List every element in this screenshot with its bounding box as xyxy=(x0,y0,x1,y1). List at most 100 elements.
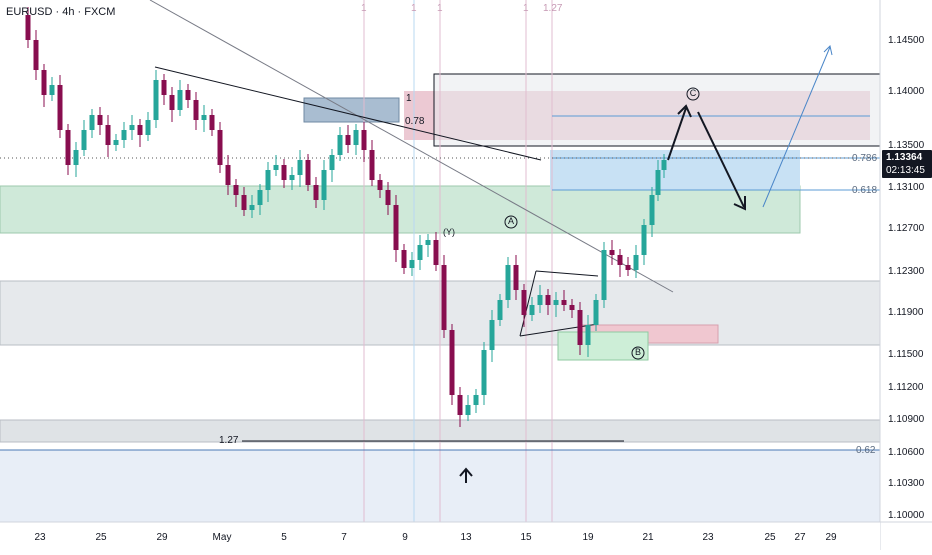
candle-body xyxy=(137,125,143,135)
vline-label-2: 1 xyxy=(411,3,417,14)
price-tick: 1.10600 xyxy=(888,447,925,458)
candle-body xyxy=(297,160,303,175)
candle-body xyxy=(153,80,159,120)
candle-body xyxy=(73,150,79,165)
fib-127-label: 1.27 xyxy=(219,435,239,446)
alternate-projection xyxy=(762,45,833,208)
time-tick: 23 xyxy=(34,532,46,543)
wedge-top-line xyxy=(535,270,599,277)
candle-body xyxy=(281,165,287,180)
time-tick: 7 xyxy=(341,532,347,543)
candle-body xyxy=(337,135,343,155)
upper-trendline xyxy=(154,66,542,161)
candle-body xyxy=(41,70,47,95)
candle-body xyxy=(393,205,399,250)
wave-a-label: A xyxy=(507,216,514,226)
time-tick: 5 xyxy=(281,532,287,543)
current-price-value: 1.13364 xyxy=(886,152,923,163)
candle-body xyxy=(369,150,375,180)
candle-body xyxy=(497,300,503,320)
price-tick: 1.12700 xyxy=(888,223,925,234)
candle-body xyxy=(465,405,471,415)
vline-label-1: 1 xyxy=(361,3,367,14)
candle-body xyxy=(49,85,55,95)
candle-body xyxy=(201,115,207,120)
candle-body xyxy=(81,130,87,150)
candle-body xyxy=(345,135,351,145)
symbol-title[interactable]: EURUSD · 4h · FXCM xyxy=(6,6,116,18)
time-tick: 25 xyxy=(764,532,776,543)
candle-body xyxy=(609,250,615,255)
candle-body xyxy=(433,240,439,265)
vline-label-5: 1.27 xyxy=(543,3,563,14)
candle-body xyxy=(241,195,247,210)
bar-countdown: 02:13:45 xyxy=(886,165,925,176)
candle-body xyxy=(513,265,519,290)
candle-body xyxy=(89,115,95,130)
fib-062-axis-label: 0.62 xyxy=(856,445,876,456)
projection-path xyxy=(667,104,746,211)
candle-body xyxy=(97,115,103,125)
candle-body xyxy=(561,300,567,305)
candle-body xyxy=(169,95,175,110)
candle-body xyxy=(161,80,167,95)
time-tick: 27 xyxy=(794,532,806,543)
candle-body xyxy=(289,175,295,180)
fib-786-axis-label: 0.786 xyxy=(852,153,878,164)
candle-body xyxy=(353,130,359,145)
candle-body xyxy=(505,265,511,300)
candle-body xyxy=(329,155,335,170)
candle-body xyxy=(249,205,255,210)
price-axis[interactable] xyxy=(880,0,932,522)
steel-resistance-box xyxy=(303,97,400,123)
candle-body xyxy=(57,85,63,130)
time-tick: 29 xyxy=(825,532,837,543)
up-arrow-icon xyxy=(459,467,473,483)
price-tick: 1.13100 xyxy=(888,182,925,193)
candle-body xyxy=(217,130,223,165)
candle-body xyxy=(65,130,71,165)
wedge-bottom-line xyxy=(519,323,599,337)
candle-body xyxy=(537,295,543,305)
time-axis[interactable] xyxy=(0,522,880,550)
candle-body xyxy=(225,165,231,185)
candle-body xyxy=(489,320,495,350)
fib-078-label: 0.78 xyxy=(405,116,425,127)
time-tick: 9 xyxy=(402,532,408,543)
current-price-badge xyxy=(882,150,932,178)
candle-body xyxy=(529,305,535,315)
candle-body xyxy=(617,255,623,265)
time-tick: 23 xyxy=(702,532,714,543)
wave-c-circle xyxy=(686,87,700,101)
candle-body xyxy=(633,255,639,270)
candle-body xyxy=(265,170,271,190)
blue-target-zone xyxy=(550,150,800,190)
candle-body xyxy=(305,160,311,185)
candle-body xyxy=(625,265,631,270)
time-tick-labels: 23 25 29 May 5 7 9 13 15 19 21 23 25 27 29 xyxy=(34,532,837,543)
descending-trendline xyxy=(149,0,674,293)
price-tick: 1.11900 xyxy=(888,307,924,318)
box-top-label: 1 xyxy=(406,93,412,104)
wave-y-label: (Y) xyxy=(443,227,455,237)
time-tick: 19 xyxy=(582,532,594,543)
candle-body xyxy=(545,295,551,305)
candle-body xyxy=(209,115,215,130)
candle-body xyxy=(177,90,183,110)
candle-body xyxy=(257,190,263,205)
candle-body xyxy=(321,170,327,200)
wave-b-circle xyxy=(631,346,645,360)
time-tick: 29 xyxy=(156,532,168,543)
candle-body xyxy=(661,160,667,170)
candle-body xyxy=(105,125,111,145)
candle-body xyxy=(25,15,31,40)
candle-body xyxy=(113,140,119,145)
candle-body xyxy=(409,260,415,268)
wave-c-label: C xyxy=(689,88,697,98)
price-tick: 1.10000 xyxy=(888,510,925,521)
candle-body xyxy=(585,325,591,345)
candle-body xyxy=(417,245,423,260)
candle-body xyxy=(569,305,575,310)
